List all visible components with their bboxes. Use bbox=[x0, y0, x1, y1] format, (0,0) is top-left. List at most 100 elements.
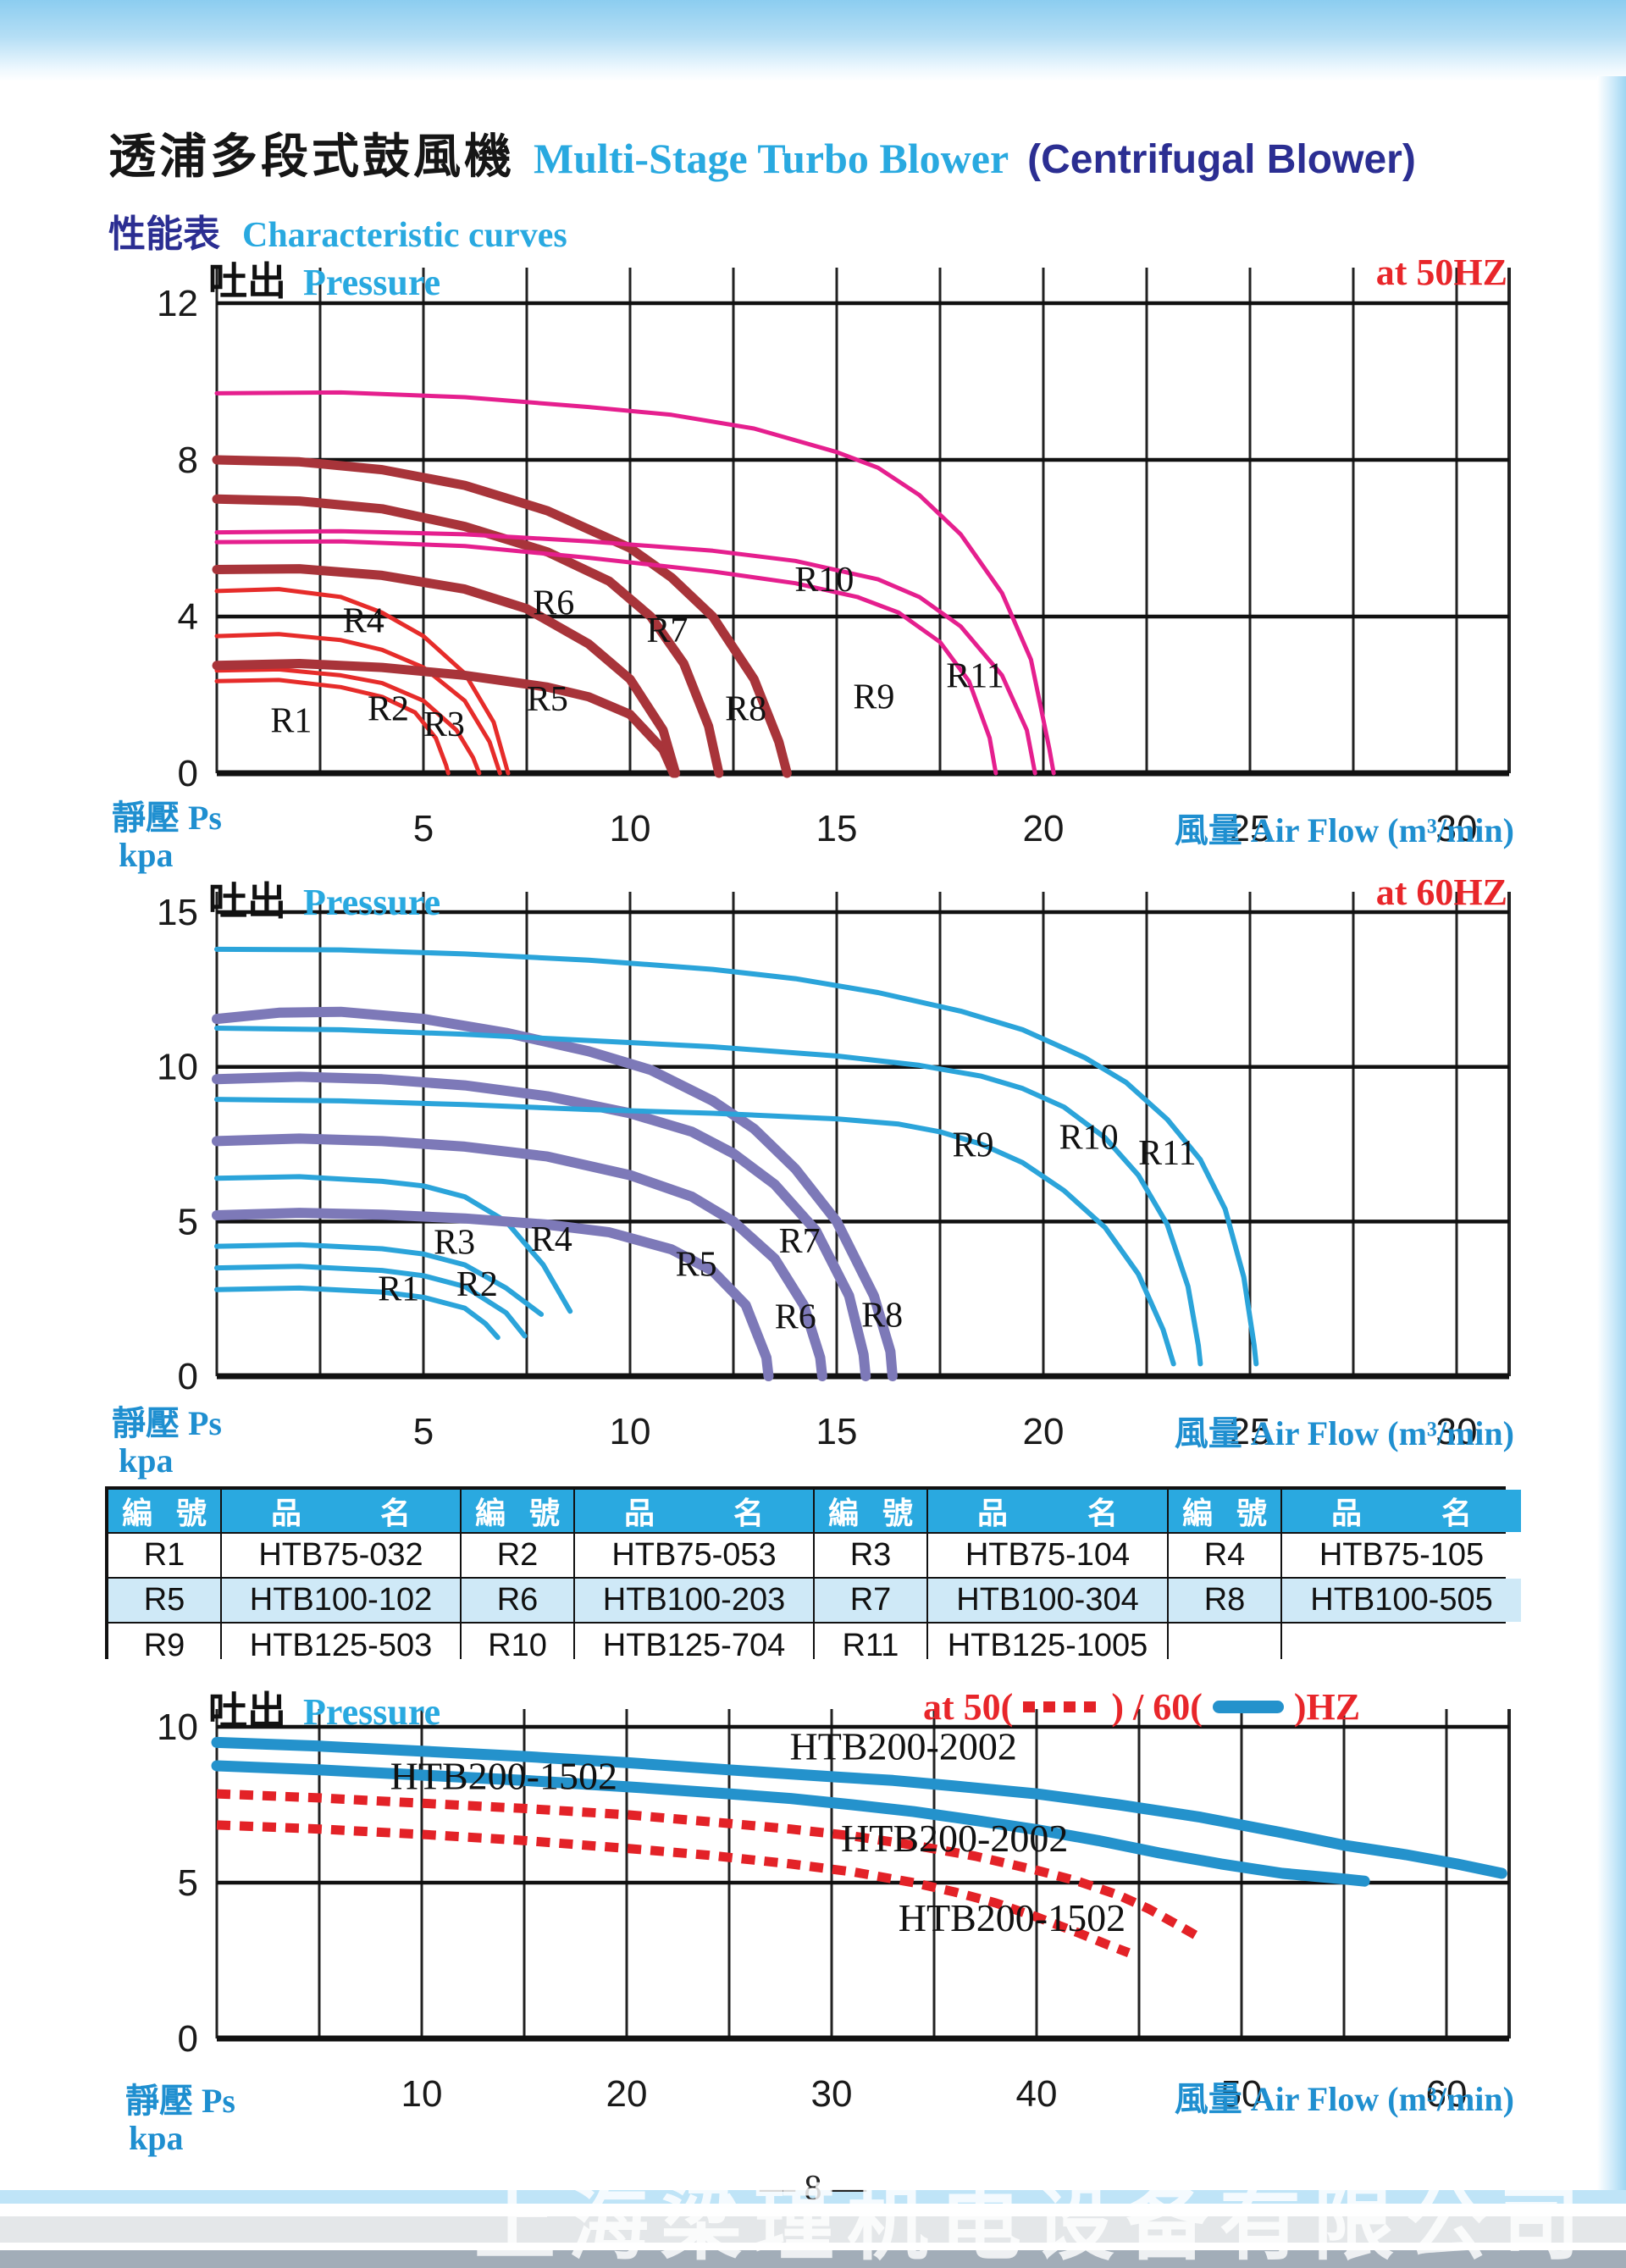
x-tick-label: 20 bbox=[1023, 1411, 1065, 1452]
table-header-name: 品名 bbox=[1282, 1490, 1521, 1532]
curve-label-R2: R2 bbox=[368, 690, 409, 729]
chart2-pressure-en: Pressure bbox=[303, 882, 441, 923]
curve-R2 bbox=[214, 667, 482, 776]
header-char: 名 bbox=[1441, 1496, 1472, 1530]
chart2-header: 吐出 Pressure bbox=[208, 871, 440, 927]
dotted-50hz-swatch bbox=[1023, 1701, 1102, 1712]
x-tick-label: 20 bbox=[606, 2073, 648, 2115]
x-tick-label: 15 bbox=[816, 1411, 858, 1452]
chart1-xlabel: 風量 Air Flow (m³/min) bbox=[1174, 811, 1514, 849]
x-tick-label: 30 bbox=[1436, 1411, 1478, 1452]
model-code-cell: R10 bbox=[462, 1624, 573, 1668]
model-name-cell: HTB75-105 bbox=[1282, 1534, 1521, 1577]
right-gradient-band bbox=[1597, 76, 1626, 2190]
x-tick-label: 10 bbox=[401, 2073, 443, 2115]
model-name-cell: HTB75-104 bbox=[928, 1534, 1167, 1577]
chart3-header: 吐出 Pressure bbox=[208, 1680, 440, 1736]
annotation-label: HTB200-2002 bbox=[841, 1817, 1068, 1860]
curve-R10 bbox=[214, 528, 1037, 776]
legend-text-post: )HZ bbox=[1293, 1686, 1361, 1728]
chart2-pressure-zh: 吐出 bbox=[208, 880, 286, 923]
chart3-xlabel: 風量 Air Flow (m³/min) bbox=[1174, 2080, 1514, 2118]
curve-HTB200-2002-60HZ bbox=[211, 1736, 1507, 1879]
model-code-cell: R1 bbox=[108, 1534, 220, 1577]
annotation-label: HTB200-1502 bbox=[390, 1755, 617, 1798]
curve-label-R1: R1 bbox=[270, 701, 312, 740]
table-header-name: 品名 bbox=[928, 1490, 1167, 1532]
curve-label-R9: R9 bbox=[853, 678, 894, 717]
curve-label-R5: R5 bbox=[527, 680, 568, 719]
curve-label-R11: R11 bbox=[946, 656, 1004, 695]
title-parenthetical: (Centrifugal Blower) bbox=[1027, 137, 1416, 182]
curve-label-R3: R3 bbox=[434, 1224, 475, 1263]
header-char: 名 bbox=[733, 1496, 764, 1530]
curve-R8 bbox=[212, 455, 792, 778]
model-code-cell: R4 bbox=[1169, 1534, 1280, 1577]
model-code-cell: R9 bbox=[108, 1624, 220, 1668]
curve-R1 bbox=[214, 1285, 501, 1341]
curve-R3 bbox=[214, 632, 502, 776]
curve-label-R4: R4 bbox=[343, 602, 384, 641]
footer-blue-strip bbox=[0, 2190, 1626, 2204]
model-code-cell: R8 bbox=[1169, 1579, 1280, 1622]
header-char: 號 bbox=[882, 1496, 913, 1530]
model-name-cell bbox=[1282, 1624, 1521, 1668]
header-char: 編 bbox=[122, 1496, 153, 1530]
chart1-ylabel-zh: 靜壓 Ps bbox=[112, 799, 222, 837]
curve-label-R5: R5 bbox=[676, 1245, 717, 1284]
chart1-pressure-zh: 吐出 bbox=[208, 260, 286, 303]
chart3-pressure-en: Pressure bbox=[303, 1691, 441, 1733]
curve-R3 bbox=[214, 1242, 545, 1317]
subtitle-english: Characteristic curves bbox=[242, 216, 567, 255]
model-name-cell: HTB75-053 bbox=[575, 1534, 813, 1577]
chart2-ylabel-unit: kpa bbox=[119, 1441, 174, 1480]
curve-R8 bbox=[212, 1006, 898, 1381]
model-name-cell: HTB100-203 bbox=[575, 1579, 813, 1622]
chart-3: 0 5 10 10 20 30 40 50 60 HTB200-1502 HTB200-2002 HT… bbox=[157, 1707, 1511, 2115]
y-tick-label: 10 bbox=[157, 1047, 198, 1088]
table-header-code: 編號 bbox=[815, 1490, 926, 1532]
model-spec-table: 編號品名編號品名編號品名編號品名 R1 HTB75-032 R2 HTB75-053 R3… bbox=[105, 1486, 1521, 1668]
curve-label-R6: R6 bbox=[533, 584, 574, 623]
chart1-freq-label: at 50HZ bbox=[1375, 252, 1507, 293]
x-tick-label: 50 bbox=[1221, 2073, 1263, 2115]
curve-label-R8: R8 bbox=[725, 690, 766, 729]
chart2-freq-label: at 60HZ bbox=[1375, 871, 1507, 913]
curve-R4 bbox=[214, 1174, 573, 1314]
annotation-label: HTB200-1502 bbox=[899, 1896, 1125, 1939]
x-tick-label: 40 bbox=[1016, 2073, 1058, 2115]
watermark-text: 上海梁瑾机电设备有限公司 bbox=[474, 2179, 1592, 2268]
x-tick-label: 60 bbox=[1426, 2073, 1468, 2115]
y-tick-label: 0 bbox=[178, 1356, 198, 1397]
curve-label-R4: R4 bbox=[531, 1220, 572, 1259]
curve-R6 bbox=[212, 564, 681, 778]
header-char: 號 bbox=[175, 1496, 207, 1530]
x-tick-label: 25 bbox=[1230, 808, 1271, 849]
curve-R2 bbox=[214, 1264, 528, 1339]
y-tick-label: 8 bbox=[178, 440, 198, 481]
curve-label-R3: R3 bbox=[423, 705, 465, 744]
model-name-cell: HTB75-032 bbox=[222, 1534, 460, 1577]
curve-R9 bbox=[214, 1097, 1176, 1367]
legend-text-mid: ) / 60( bbox=[1111, 1686, 1203, 1728]
title-chinese: 透浦多段式鼓風機 bbox=[108, 131, 515, 184]
chart1-pressure-en: Pressure bbox=[303, 262, 441, 303]
footer-gray-strip bbox=[0, 2216, 1626, 2243]
model-code-cell bbox=[1169, 1624, 1280, 1668]
solid-60hz-swatch bbox=[1212, 1701, 1284, 1713]
curve-label-R10: R10 bbox=[1059, 1119, 1119, 1158]
y-tick-label: 0 bbox=[178, 753, 198, 794]
title-english: Multi-Stage Turbo Blower bbox=[534, 135, 1009, 182]
curve-label-R2: R2 bbox=[456, 1265, 498, 1304]
page-title: 透浦多段式鼓風機 Multi-Stage Turbo Blower (Centr… bbox=[108, 119, 1416, 187]
page-number: — 8 — bbox=[760, 2169, 866, 2208]
model-code-cell: R11 bbox=[815, 1624, 926, 1668]
table-header-name: 品名 bbox=[575, 1490, 813, 1532]
model-name-cell: HTB100-505 bbox=[1282, 1579, 1521, 1622]
curve-R10 bbox=[214, 1026, 1203, 1367]
header-char: 編 bbox=[475, 1496, 506, 1530]
y-tick-label: 5 bbox=[178, 1862, 198, 1904]
y-tick-label: 15 bbox=[157, 892, 198, 933]
